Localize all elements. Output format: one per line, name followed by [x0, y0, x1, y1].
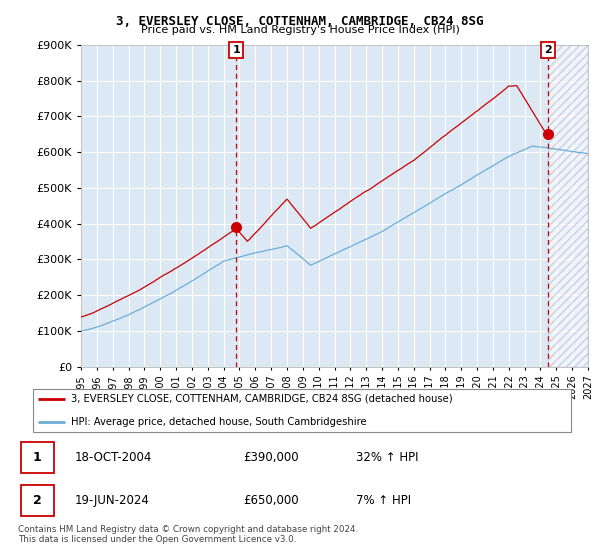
Text: 1: 1: [33, 451, 41, 464]
Text: 2: 2: [33, 494, 41, 507]
Text: 3, EVERSLEY CLOSE, COTTENHAM, CAMBRIDGE, CB24 8SG (detached house): 3, EVERSLEY CLOSE, COTTENHAM, CAMBRIDGE,…: [71, 394, 452, 404]
Text: HPI: Average price, detached house, South Cambridgeshire: HPI: Average price, detached house, Sout…: [71, 417, 367, 427]
Text: 7% ↑ HPI: 7% ↑ HPI: [356, 494, 412, 507]
Bar: [548, 45, 588, 367]
Text: 32% ↑ HPI: 32% ↑ HPI: [356, 451, 419, 464]
Bar: [548, 45, 588, 367]
Text: 19-JUN-2024: 19-JUN-2024: [74, 494, 149, 507]
Text: 2: 2: [544, 45, 552, 55]
Text: Price paid vs. HM Land Registry's House Price Index (HPI): Price paid vs. HM Land Registry's House …: [140, 25, 460, 35]
Text: Contains HM Land Registry data © Crown copyright and database right 2024.
This d: Contains HM Land Registry data © Crown c…: [18, 525, 358, 544]
FancyBboxPatch shape: [21, 485, 53, 516]
Text: 3, EVERSLEY CLOSE, COTTENHAM, CAMBRIDGE, CB24 8SG: 3, EVERSLEY CLOSE, COTTENHAM, CAMBRIDGE,…: [116, 15, 484, 27]
Text: 18-OCT-2004: 18-OCT-2004: [74, 451, 152, 464]
FancyBboxPatch shape: [21, 442, 53, 473]
FancyBboxPatch shape: [33, 389, 571, 432]
Text: 1: 1: [232, 45, 240, 55]
Text: £390,000: £390,000: [244, 451, 299, 464]
Text: £650,000: £650,000: [244, 494, 299, 507]
